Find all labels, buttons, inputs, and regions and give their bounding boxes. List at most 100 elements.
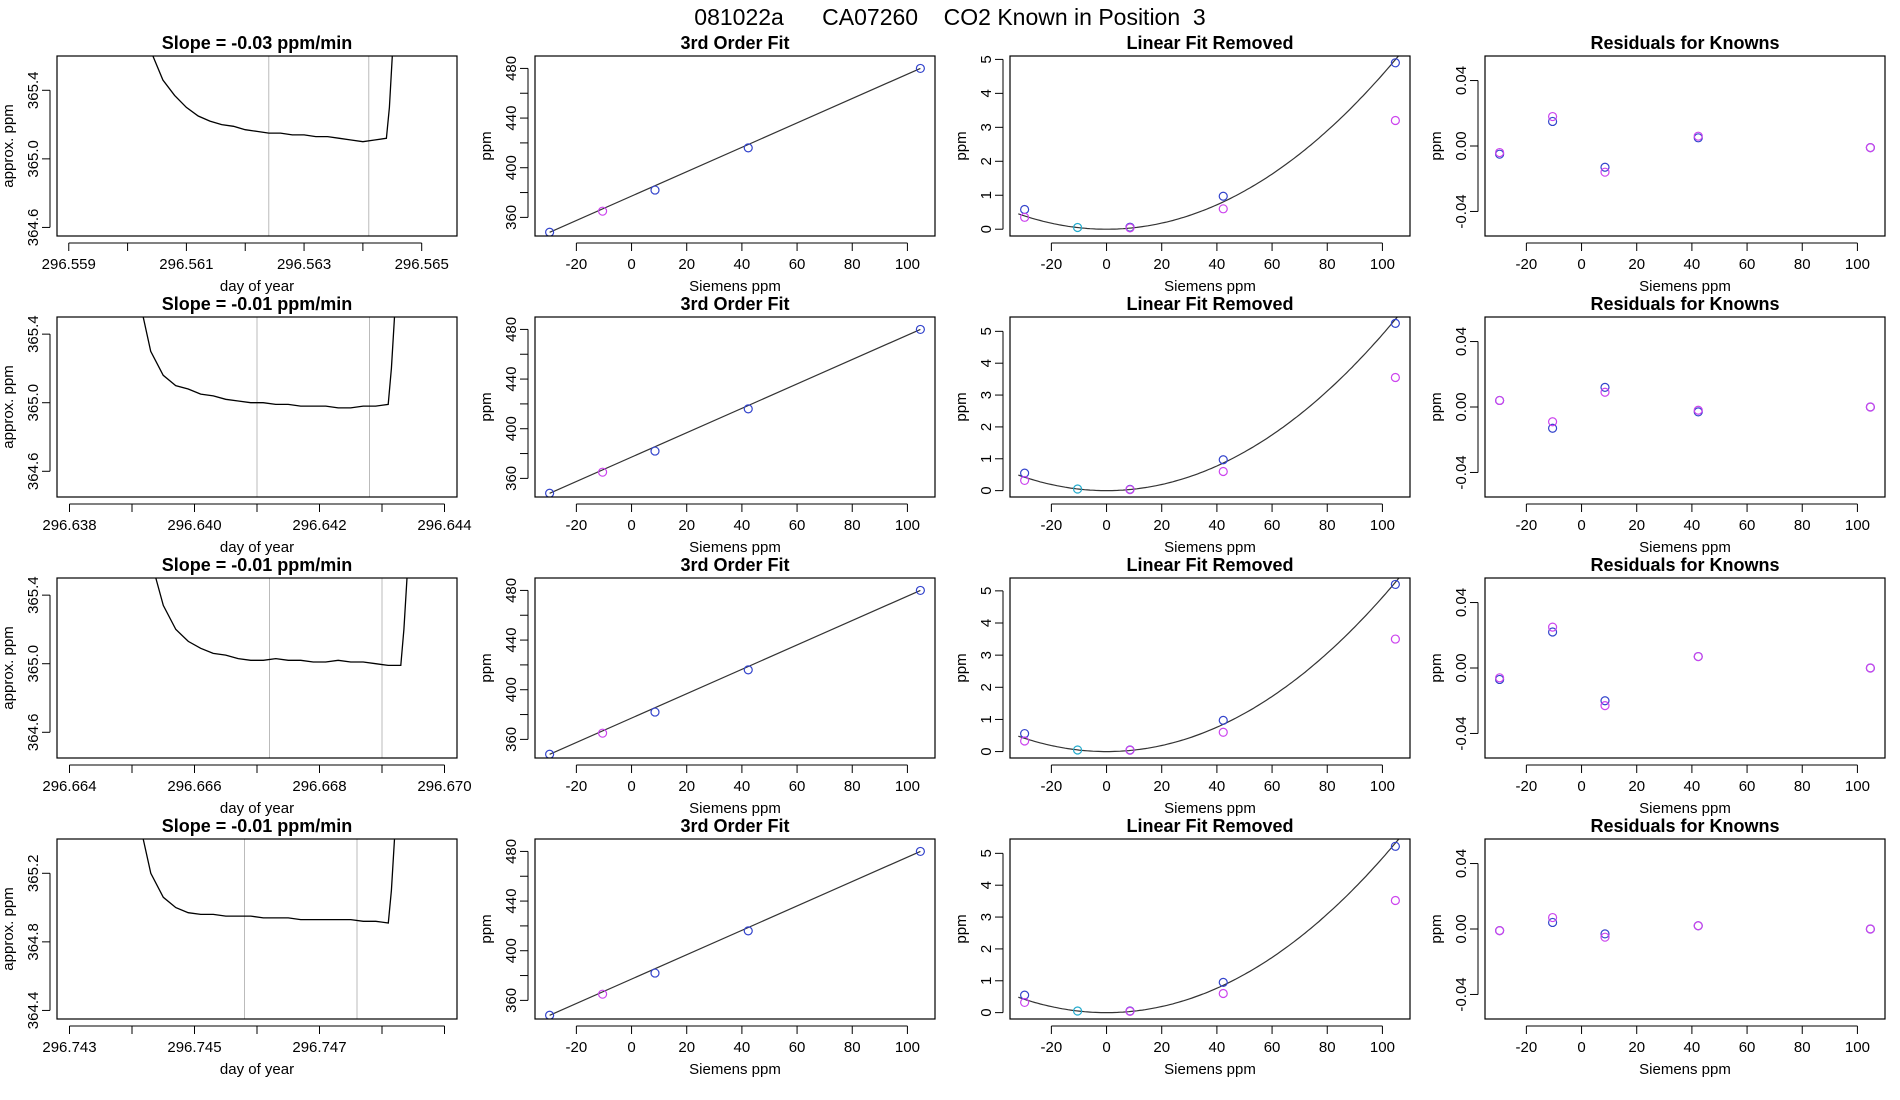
data-point [1547,116,1558,127]
x-tick-label: 40 [734,1039,751,1056]
data-point [1693,131,1703,141]
x-axis-label: Siemens ppm [1639,278,1731,295]
y-axis-label: ppm [953,392,970,421]
data-point [650,968,660,978]
x-tick-label: -20 [1041,256,1063,273]
fit-curve [1018,578,1400,753]
x-tick-label: 40 [1684,778,1701,795]
data-point [1865,663,1875,673]
x-tick-label: 20 [678,256,695,273]
y-tick-label: 364.8 [25,923,42,961]
chart-title: Residuals for Knowns [1590,555,1779,575]
y-tick-label: 365.2 [25,855,42,893]
chart-title: Slope = -0.01 ppm/min [162,555,353,575]
x-tick-label: 60 [789,256,806,273]
axes-frame [56,577,458,759]
x-tick-label: -20 [566,256,588,273]
x-tick-label: 80 [844,517,861,534]
chart-panel-r2-timeseries: Slope = -0.01 ppm/min 296.664 296.666 296.6… [0,555,472,817]
axes-frame [534,316,936,498]
data-point [1390,318,1400,328]
y-tick-label: 0.00 [1453,653,1470,682]
x-tick-label: 100 [895,778,920,795]
fit-line [549,589,921,755]
chart-panel-r1-resid: Residuals for Knowns -20 0 20 40 60 80 100 Sieme… [1428,294,1886,556]
x-tick-label: 296.668 [292,778,346,795]
data-point [1495,395,1505,406]
data-point [1865,924,1875,934]
data-point [1072,745,1083,755]
y-axis-label: ppm [478,131,495,160]
y-tick-label: 0.04 [1453,66,1470,95]
fit-line [549,850,921,1016]
y-tick-label: 440 [503,367,520,392]
x-axis-label: day of year [220,539,294,556]
x-tick-label: 40 [734,517,751,534]
data-point [1390,634,1400,644]
fit-line [549,328,921,494]
data-point [545,1010,555,1019]
data-point [1072,222,1083,233]
x-axis-label: Siemens ppm [689,278,781,295]
x-tick-label: 20 [1153,778,1170,795]
chart-panel-r2-fit: 3rd Order Fit -20 0 20 40 60 80 100 Siemens ppm 3… [478,555,936,817]
x-tick-label: 20 [678,778,695,795]
data-point [1218,977,1228,987]
y-tick-label: 5 [978,327,995,335]
x-axis-label: Siemens ppm [689,1061,781,1078]
chart-panel-r3-timeseries: Slope = -0.01 ppm/min 296.743 296.745 296.7… [0,816,458,1078]
x-tick-label: 40 [1684,256,1701,273]
x-tick-label: 100 [1370,256,1395,273]
data-point [1547,423,1558,433]
x-tick-label: 80 [844,256,861,273]
y-tick-label: 0.00 [1453,392,1470,421]
data-point [1072,1006,1083,1016]
data-point [545,227,555,236]
chart-title: Residuals for Knowns [1590,33,1779,53]
axes-frame [56,55,458,237]
data-point [1125,485,1135,495]
x-tick-label: 80 [1794,1039,1811,1056]
x-tick-label: 40 [1209,256,1226,273]
data-point [1693,405,1703,415]
x-tick-label: 20 [1153,1039,1170,1056]
y-tick-label: 1 [978,191,995,199]
y-tick-label: 365.4 [25,72,42,110]
x-tick-label: -20 [1041,778,1063,795]
y-axis-label: ppm [953,131,970,160]
data-point [1547,622,1558,632]
data-point [1693,921,1703,931]
x-tick-label: 0 [1577,256,1585,273]
y-tick-label: 365.4 [25,315,42,353]
x-tick-label: 60 [1264,778,1281,795]
x-tick-label: 0 [627,778,635,795]
timeseries-trace [152,56,393,143]
chart-panel-r0-resid: Residuals for Knowns -20 0 20 40 60 80 100 Sieme… [1428,33,1886,295]
x-tick-label: 80 [1319,517,1336,534]
data-point [1020,997,1030,1008]
plot-area [545,585,925,758]
data-point [743,665,753,675]
axes-frame [56,838,458,1020]
x-tick-label: -20 [566,517,588,534]
data-point [1125,1006,1135,1016]
data-point [1218,715,1228,725]
y-tick-label: -0.04 [1453,194,1470,228]
data-point [545,749,555,758]
x-tick-label: 296.642 [292,517,346,534]
x-tick-label: 60 [789,517,806,534]
data-point [545,488,555,497]
axes-frame [1009,316,1411,498]
x-tick-label: 60 [1739,256,1756,273]
x-tick-label: 100 [895,256,920,273]
y-tick-label: 0.04 [1453,327,1470,356]
x-tick-label: 296.745 [167,1039,221,1056]
y-tick-label: 365.0 [25,384,42,422]
chart-title: Slope = -0.01 ppm/min [162,816,353,836]
y-axis-label: ppm [1428,392,1445,421]
chart-panel-r0-linear: Linear Fit Removed-20 0 20 40 60 80 100Siemens… [953,33,1411,295]
plot-area [1495,912,1875,942]
chart-title: Residuals for Knowns [1590,294,1779,314]
chart-title: Linear Fit Removed [1126,33,1293,53]
x-axis-label: Siemens ppm [1639,800,1731,817]
